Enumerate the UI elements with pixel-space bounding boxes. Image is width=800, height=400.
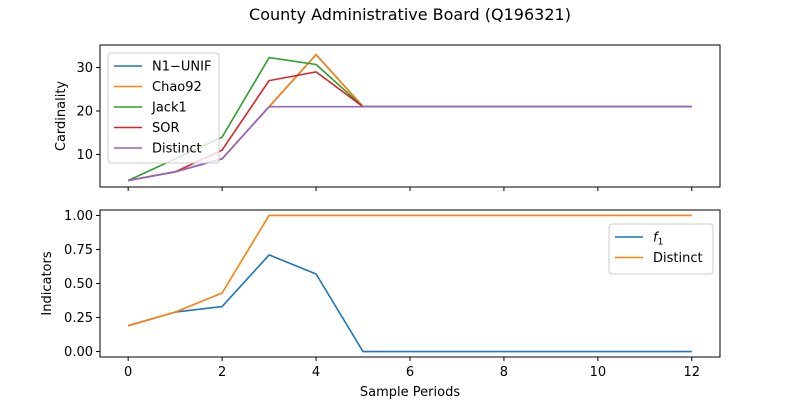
y-tick-label: 0.75 — [64, 243, 93, 258]
legend-label: Chao92 — [152, 80, 202, 95]
y-tick-label: 10 — [76, 148, 93, 163]
legend-label: N1−UNIF — [152, 60, 211, 75]
series-line-distinct — [128, 105, 692, 182]
legend-label: SOR — [152, 121, 180, 136]
series-line-f — [127, 254, 692, 353]
y-tick-label: 30 — [76, 61, 93, 76]
x-tick-label: 8 — [500, 365, 508, 380]
legend-label: Distinct — [152, 142, 202, 157]
legend-label: f1 — [653, 231, 663, 248]
x-tick-label: 4 — [312, 365, 320, 380]
y-tick-label: 20 — [76, 105, 93, 120]
x-tick-label: 2 — [218, 365, 226, 380]
y-tick-label: 0.25 — [64, 311, 93, 326]
subplot-indicators: 0 2 4 6 8 10 12 0.00 0.25 0.50 0.75 1.00 Indicators f… — [40, 209, 721, 380]
y-tick-label: 1.00 — [64, 209, 93, 224]
x-tick-label: 0 — [124, 365, 132, 380]
legend-label: Distinct — [653, 251, 703, 266]
chart-title: County Administrative Board (Q196321) — [249, 5, 571, 24]
y-axis-label: Indicators — [40, 251, 55, 315]
series-line-distinct — [127, 214, 692, 327]
legend-box — [107, 52, 220, 164]
x-tick-label: 10 — [590, 365, 607, 380]
x-axis-label: Sample Periods — [360, 385, 460, 400]
legend-label: Jack1 — [151, 101, 187, 116]
y-axis-label: Cardinality — [54, 81, 69, 152]
y-tick-label: 0.00 — [64, 345, 93, 360]
x-tick-label: 12 — [684, 365, 701, 380]
legend-box — [608, 223, 714, 275]
subplot-cardinality: 10 20 30 Cardinality N1−UNIF Chao92 Jack1 SOR Di… — [54, 44, 721, 191]
y-tick-label: 0.50 — [64, 277, 93, 292]
x-tick-label: 6 — [406, 365, 414, 380]
legend: N1−UNIF Chao92 Jack1 SOR Distinct — [107, 52, 220, 164]
legend: f1 Distinct — [608, 223, 714, 275]
